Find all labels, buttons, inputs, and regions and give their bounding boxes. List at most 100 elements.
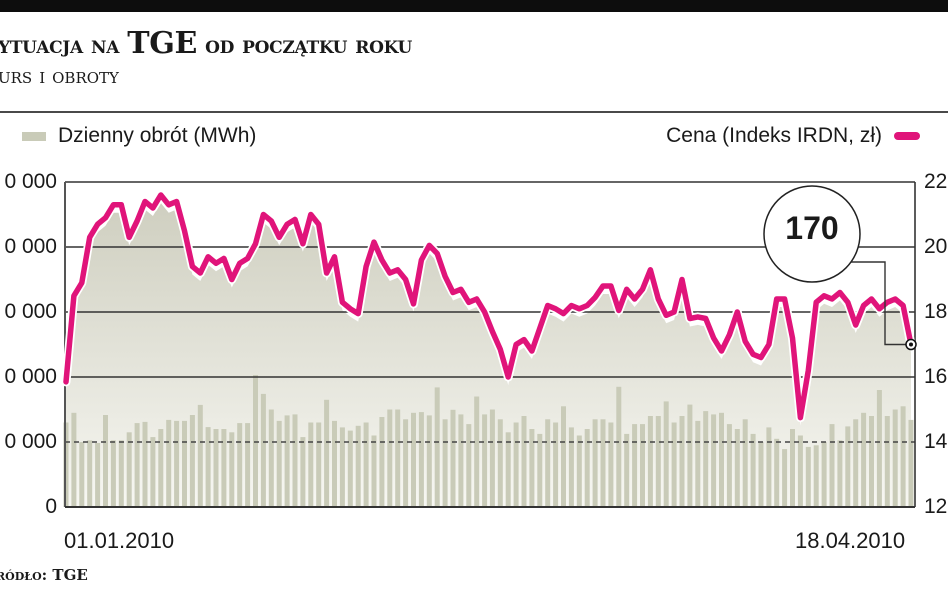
volume-bar bbox=[411, 412, 416, 508]
volume-bar bbox=[600, 419, 606, 508]
volume-bar bbox=[813, 445, 819, 508]
volume-bar bbox=[805, 446, 811, 507]
volume-bar bbox=[87, 440, 93, 507]
source-note: ródło: TGE bbox=[0, 566, 88, 584]
volume-bar bbox=[892, 409, 898, 507]
volume-bar bbox=[861, 412, 867, 508]
volume-bar bbox=[103, 415, 108, 507]
volume-bar bbox=[790, 429, 795, 507]
volume-bar bbox=[821, 442, 827, 507]
title-suffix: od początku roku bbox=[197, 30, 412, 59]
volume-bar bbox=[347, 430, 353, 507]
right-tick-220: 22 bbox=[924, 170, 948, 193]
volume-bar bbox=[497, 419, 503, 508]
volume-bar bbox=[561, 406, 566, 508]
volume-bar bbox=[355, 425, 361, 508]
volume-bar bbox=[853, 419, 859, 508]
volume-bar bbox=[221, 429, 227, 507]
volume-bar bbox=[647, 416, 653, 507]
volume-bar bbox=[245, 423, 251, 507]
volume-bar bbox=[568, 427, 574, 507]
volume-bar bbox=[750, 433, 756, 507]
volume-bar bbox=[837, 440, 843, 507]
volume-bar bbox=[213, 429, 219, 507]
volume-bar bbox=[908, 419, 914, 507]
volume-bar bbox=[332, 420, 337, 507]
volume-bar bbox=[742, 419, 748, 508]
volume-bar bbox=[616, 386, 622, 508]
volume-bar bbox=[553, 422, 559, 507]
right-tick-160: 16 bbox=[924, 365, 948, 388]
volume-bar bbox=[371, 435, 377, 507]
volume-bar bbox=[118, 440, 124, 507]
volume-bar bbox=[719, 412, 724, 508]
volume-bar bbox=[276, 420, 282, 507]
volume-bar bbox=[513, 422, 519, 507]
volume-bar bbox=[734, 429, 740, 507]
volume-bar bbox=[71, 412, 77, 508]
chart-title: ytuacja na TGE od początku roku bbox=[0, 26, 412, 61]
volume-bar bbox=[434, 387, 440, 507]
volume-bar bbox=[268, 409, 274, 507]
price-line bbox=[63, 192, 914, 421]
volume-bar bbox=[387, 409, 393, 507]
volume-bar bbox=[142, 421, 148, 507]
last-point-dot bbox=[909, 342, 913, 347]
volume-bar bbox=[260, 393, 266, 507]
right-tick-200: 20 bbox=[924, 235, 948, 258]
left-tick-0: 0 bbox=[45, 495, 57, 518]
volume-bar bbox=[766, 427, 772, 507]
right-tick-120: 12 bbox=[924, 495, 948, 518]
volume-bar bbox=[379, 417, 385, 507]
volume-bar bbox=[576, 435, 582, 507]
volume-bar bbox=[845, 426, 851, 507]
volume-bar bbox=[300, 437, 306, 507]
title-emphasis: TGE bbox=[127, 26, 198, 61]
callout-circle bbox=[763, 185, 861, 283]
bar-swatch-icon bbox=[22, 131, 46, 141]
volume-bar bbox=[79, 442, 85, 507]
volume-bar bbox=[474, 396, 480, 507]
volume-bar bbox=[316, 422, 322, 507]
volume-bar bbox=[110, 440, 116, 507]
volume-bar bbox=[726, 424, 732, 507]
legend-bars: Dzienny obrót (MWh) bbox=[22, 124, 256, 148]
volume-bar bbox=[869, 416, 874, 507]
volume-bar bbox=[529, 429, 535, 507]
volume-bar bbox=[774, 438, 780, 508]
volume-bar bbox=[758, 442, 764, 507]
left-tick-40000: 0 000 bbox=[4, 365, 57, 388]
volume-bar bbox=[426, 415, 432, 507]
volume-bar bbox=[237, 423, 243, 507]
volume-bar bbox=[253, 375, 258, 507]
volume-bar bbox=[292, 414, 298, 507]
volume-bar bbox=[308, 422, 314, 507]
volume-bar bbox=[442, 419, 448, 508]
volume-bar bbox=[418, 412, 424, 507]
volume-bar bbox=[182, 420, 187, 507]
volume-bar bbox=[229, 432, 235, 508]
volume-bar bbox=[876, 390, 882, 507]
volume-bar bbox=[466, 424, 472, 507]
volume-bar bbox=[205, 427, 211, 507]
volume-bar bbox=[592, 419, 598, 508]
volume-bar bbox=[687, 404, 693, 507]
volume-bar bbox=[632, 424, 638, 507]
volume-bar bbox=[703, 411, 709, 507]
top-black-bar bbox=[0, 0, 948, 12]
volume-bar bbox=[584, 429, 590, 507]
volume-bar bbox=[640, 424, 645, 507]
chart-subtitle: urs i obroty bbox=[0, 64, 119, 89]
volume-bar bbox=[797, 435, 803, 507]
volume-bar bbox=[158, 429, 164, 507]
line-swatch-icon bbox=[894, 132, 920, 140]
left-tick-80000: 0 000 bbox=[4, 235, 57, 258]
volume-bar bbox=[884, 416, 890, 507]
volume-bar bbox=[900, 406, 906, 508]
volume-bar bbox=[711, 414, 717, 507]
volume-bar bbox=[284, 415, 290, 507]
volume-bar bbox=[537, 433, 543, 507]
legend-line: Cena (Indeks IRDN, zł) bbox=[666, 124, 920, 148]
volume-bar bbox=[126, 432, 132, 508]
